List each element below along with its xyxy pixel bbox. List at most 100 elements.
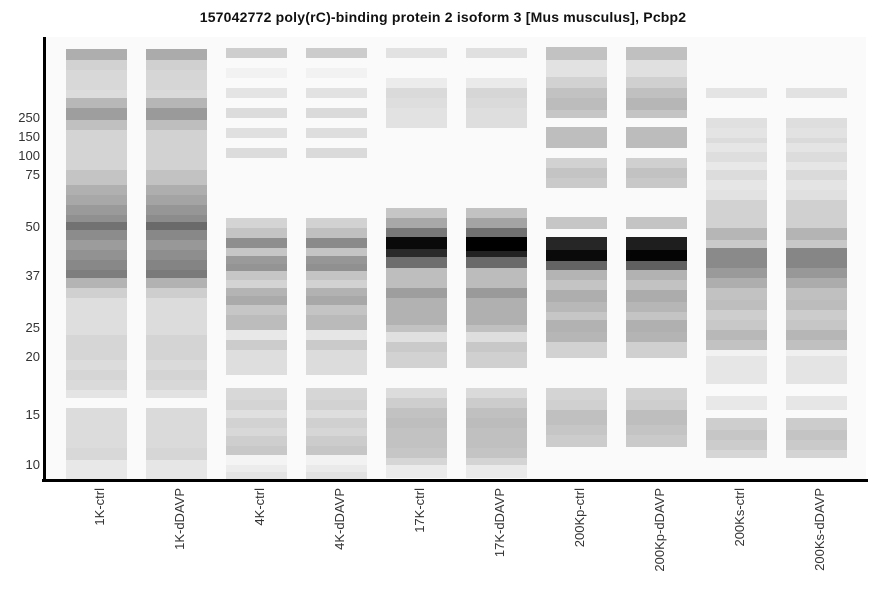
gel-band: [546, 388, 607, 400]
gel-band: [786, 430, 847, 440]
gel-band: [226, 315, 287, 330]
gel-band: [546, 280, 607, 290]
gel-band: [306, 128, 367, 138]
gel-band: [546, 47, 607, 60]
gel-band: [226, 148, 287, 158]
gel-band: [706, 143, 767, 152]
gel-band: [146, 408, 207, 448]
gel-band: [306, 465, 367, 472]
gel-band: [146, 380, 207, 390]
gel-band: [626, 77, 687, 88]
gel-band: [66, 70, 127, 90]
gel-band: [66, 460, 127, 479]
y-axis-tick-label: 50: [25, 219, 40, 234]
gel-band: [146, 195, 207, 205]
gel-band: [386, 388, 447, 398]
gel-band: [386, 78, 447, 88]
gel-band: [146, 120, 207, 130]
gel-band: [306, 248, 367, 256]
gel-band: [706, 340, 767, 350]
gel-band: [546, 250, 607, 261]
gel-band: [66, 120, 127, 130]
gel-band: [146, 130, 207, 170]
gel-band: [66, 195, 127, 205]
gel-band: [466, 418, 527, 428]
gel-band: [306, 68, 367, 78]
gel-band: [706, 180, 767, 190]
gel-band: [226, 88, 287, 98]
gel-band: [626, 435, 687, 447]
gel-band: [386, 249, 447, 257]
gel-band: [786, 190, 847, 200]
gel-band: [706, 350, 767, 356]
gel-band: [786, 200, 847, 228]
gel-band: [546, 77, 607, 88]
gel-band: [786, 162, 847, 170]
gel-band: [786, 180, 847, 190]
gel-band: [546, 168, 607, 178]
gel-band: [466, 448, 527, 458]
gel-band: [226, 228, 287, 238]
gel-band: [386, 325, 447, 332]
gel-band: [386, 218, 447, 228]
gel-band: [786, 278, 847, 288]
gel-band: [306, 48, 367, 58]
gel-band: [706, 200, 767, 228]
gel-band: [306, 410, 367, 418]
gel-band: [226, 68, 287, 78]
gel-band: [466, 325, 527, 332]
gel-band: [466, 78, 527, 88]
gel-band: [306, 455, 367, 465]
gel-band: [66, 408, 127, 448]
gel-band: [626, 270, 687, 280]
gel-band: [706, 268, 767, 278]
gel-band: [226, 280, 287, 288]
gel-band: [786, 340, 847, 350]
gel-band: [146, 170, 207, 185]
gel-band: [466, 108, 527, 128]
gel-band: [386, 465, 447, 478]
gel-band: [546, 178, 607, 188]
gel-band: [386, 257, 447, 268]
gel-band: [386, 398, 447, 408]
gel-band: [546, 320, 607, 332]
gel-band: [706, 300, 767, 310]
gel-band: [466, 352, 527, 368]
gel-band: [546, 158, 607, 168]
gel-band: [66, 90, 127, 98]
gel-band: [786, 268, 847, 278]
gel-band: [66, 98, 127, 108]
gel-band: [706, 190, 767, 200]
gel-lane: [466, 37, 527, 480]
gel-lane: [626, 37, 687, 480]
x-axis-line: [42, 479, 868, 482]
lane-label: 200Ks-dDAVP: [811, 488, 827, 571]
gel-band: [146, 185, 207, 195]
gel-band: [626, 127, 687, 148]
gel-band: [226, 218, 287, 228]
gel-band: [786, 240, 847, 248]
gel-band: [786, 138, 847, 143]
lane-label: 200Kp-dDAVP: [651, 488, 667, 572]
gel-band: [386, 88, 447, 98]
gel-band: [626, 217, 687, 229]
y-axis-tick-label: 250: [18, 110, 40, 125]
gel-band: [626, 47, 687, 60]
gel-band: [66, 49, 127, 60]
gel-band: [466, 465, 527, 478]
gel-band: [786, 228, 847, 240]
gel-band: [546, 332, 607, 342]
gel-band: [146, 49, 207, 60]
gel-band: [546, 98, 607, 110]
gel-band: [226, 48, 287, 58]
gel-band: [226, 264, 287, 271]
gel-band: [146, 460, 207, 479]
chart-title: 157042772 poly(rC)-binding protein 2 iso…: [199, 9, 687, 25]
gel-band: [386, 352, 447, 368]
gel-lane: [226, 37, 287, 480]
gel-band: [226, 400, 287, 410]
gel-band: [706, 396, 767, 410]
gel-band: [146, 70, 207, 90]
gel-band: [306, 305, 367, 315]
